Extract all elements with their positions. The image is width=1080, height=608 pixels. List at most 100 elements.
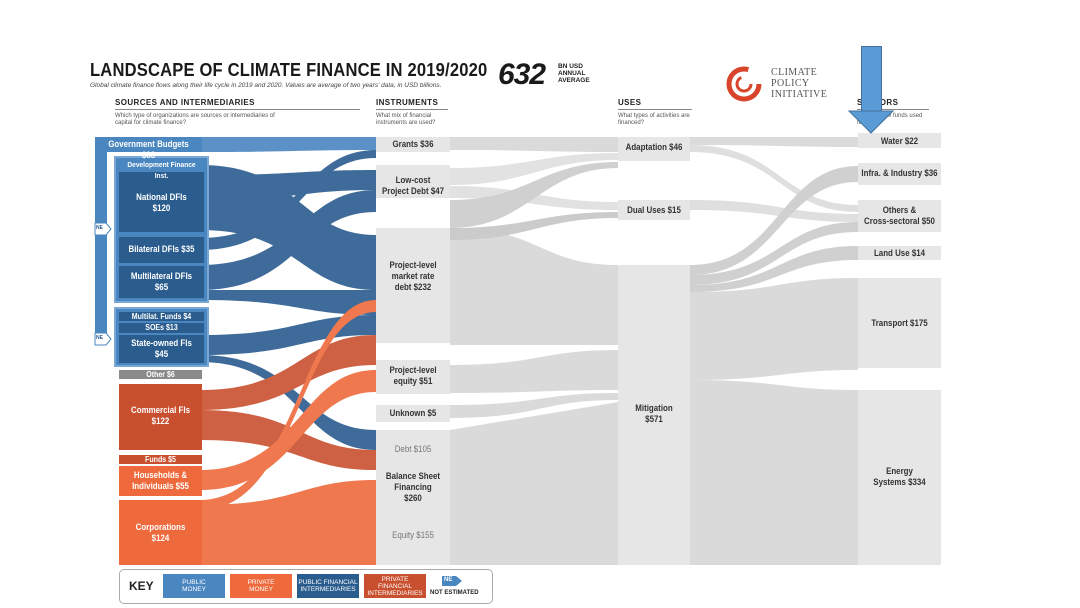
flow-mitigation-energy — [690, 380, 858, 565]
flow-mitigation-landuse — [690, 246, 858, 292]
label-multilateral-dfis: Multilateral DFIs $65 — [124, 271, 199, 293]
node-multilateral-dfis — [119, 266, 204, 298]
node-dual — [618, 200, 690, 220]
label-households-1: Households & — [133, 470, 188, 480]
legend-public-fi: PUBLIC FINANCIAL INTERMEDIARIES — [297, 574, 359, 598]
column-instruments: INSTRUMENTS What mix of financial instru… — [376, 98, 448, 127]
annotation-arrow-shaft — [861, 46, 882, 114]
ne-tags — [94, 222, 112, 346]
column-uses-title: USES — [618, 98, 692, 110]
label-energy-2: Systems $334 — [873, 477, 926, 487]
node-soes — [119, 323, 204, 333]
instrument-to-use-flows — [450, 137, 618, 565]
label-adaptation: Adaptation $46 — [625, 142, 683, 152]
total-unit-line-2: ANNUAL — [558, 70, 586, 77]
label-national-dfis-2: $120 — [152, 203, 171, 213]
node-other — [119, 370, 202, 379]
node-balance — [376, 430, 450, 565]
legend-not-estimated: NOT ESTIMATED — [430, 590, 479, 596]
logo-line-3: INITIATIVE — [771, 89, 828, 100]
label-bs-equity: Equity $155 — [392, 530, 434, 540]
label-others-1: Others & — [882, 205, 917, 215]
node-government-budgets — [95, 137, 202, 152]
node-adaptation — [618, 137, 690, 161]
legend-private-money-1: PRIVATE — [247, 579, 275, 586]
ne-tag-2-label: NE — [96, 335, 103, 341]
flow-grants-adaptation — [450, 137, 618, 152]
flow-mitigation-infra — [690, 166, 858, 275]
flow-unknown-mitigation — [450, 393, 618, 418]
label-corporations-2: $124 — [151, 533, 170, 543]
node-commercial-fis — [119, 384, 202, 450]
node-corporations — [119, 500, 202, 565]
label-others-2: Cross-sectoral $50 — [864, 216, 935, 226]
logo-line-2: POLICY — [771, 78, 810, 89]
label-balance-3: $260 — [404, 493, 422, 503]
label-commercial-fis: Commercial FIs $122 — [124, 405, 197, 427]
flow-gov-grants — [202, 137, 376, 152]
label-water: Water $22 — [880, 136, 919, 146]
node-water — [858, 133, 941, 148]
flow-market-dual — [450, 212, 618, 240]
sector-nodes — [858, 133, 941, 565]
label-multilat-funds: Multilat. Funds $4 — [131, 312, 192, 321]
source-nodes — [95, 137, 209, 565]
flow-stateowned-market — [200, 315, 376, 355]
label-households: Households & Individuals $55 — [124, 470, 197, 492]
column-sources-question: Which type of organizations are sources … — [115, 113, 275, 126]
legend-private-fi-1: PRIVATE FINANCIAL — [378, 575, 412, 590]
node-landuse — [858, 246, 941, 260]
label-state-owned-2: $45 — [154, 349, 169, 359]
node-grants — [376, 137, 450, 152]
flow-balance-mitigation — [450, 402, 618, 565]
label-market-1: Project-level — [389, 260, 437, 270]
node-market-debt — [376, 228, 450, 343]
flow-lowcost-adaptation — [450, 153, 618, 185]
label-equity-1: Project-level — [389, 365, 437, 375]
logo-line-1: CLIMATE — [771, 67, 818, 78]
label-households-2: Individuals $55 — [132, 481, 189, 491]
label-market-3: debt $232 — [394, 282, 432, 292]
node-infra — [858, 163, 941, 185]
label-national-dfis: National DFIs $120 — [124, 192, 199, 214]
total-unit-line-3: AVERAGE — [558, 77, 590, 84]
label-corporations-1: Corporations — [135, 522, 186, 532]
label-equity-2: equity $51 — [393, 376, 433, 386]
label-dual: Dual Uses $15 — [627, 205, 681, 215]
label-lowcost: Low-cost Project Debt $47 — [375, 175, 451, 197]
node-multilat-funds — [119, 312, 204, 321]
legend-private-fi-2: INTERMEDIARIES — [367, 589, 423, 597]
label-market-debt: Project-level market rate debt $232 — [380, 260, 445, 293]
column-instruments-question: What mix of financial instruments are us… — [376, 113, 436, 126]
node-mitigation — [618, 265, 690, 565]
label-corporations: Corporations $124 — [124, 522, 197, 544]
node-unknown — [376, 405, 450, 422]
flow-dual-others — [690, 200, 858, 222]
node-national-dfis — [119, 172, 204, 232]
legend-public-money-2: MONEY — [182, 586, 206, 593]
instrument-nodes — [376, 137, 450, 565]
node-state-owned-fis — [119, 335, 204, 363]
label-state-owned-fis: State-owned FIs $45 — [124, 338, 199, 360]
column-sources-title: SOURCES AND INTERMEDIARIES — [115, 98, 360, 110]
label-market-2: market rate — [391, 271, 435, 281]
label-energy: Energy Systems $334 — [863, 466, 936, 488]
flow-national-lowcost — [200, 170, 376, 200]
flow-commercial-market — [200, 335, 376, 410]
node-transport — [858, 278, 941, 368]
node-funds — [119, 455, 202, 464]
label-balance-2: Financing — [394, 482, 432, 492]
label-balance: Balance Sheet Financing $260 — [380, 471, 445, 504]
label-others: Others & Cross-sectoral $50 — [858, 205, 942, 227]
label-unknown: Unknown $5 — [389, 408, 437, 418]
page-title: LANDSCAPE OF CLIMATE FINANCE IN 2019/202… — [90, 60, 488, 80]
flow-bilateral-grants — [200, 150, 376, 250]
label-bilateral-dfis: Bilateral DFIs $35 — [128, 244, 195, 254]
flow-adaptation-others — [690, 145, 858, 212]
ne-tag-2 — [94, 332, 112, 346]
page-subtitle: Global climate finance flows along their… — [90, 82, 442, 89]
flow-corporations-balance — [200, 480, 376, 565]
label-mitigation-1: Mitigation — [635, 403, 673, 413]
label-transport: Transport $175 — [871, 318, 928, 328]
source-to-instrument-flows — [200, 137, 376, 565]
